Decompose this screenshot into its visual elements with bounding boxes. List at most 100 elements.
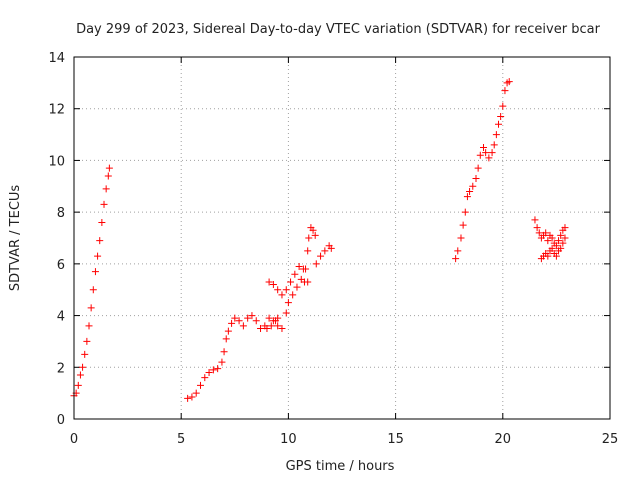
data-point [457, 234, 465, 242]
data-point [293, 283, 301, 291]
x-tick-label: 25 [602, 432, 619, 447]
data-point [235, 317, 243, 325]
data-point [252, 317, 260, 325]
data-point [284, 299, 292, 307]
data-point [192, 389, 200, 397]
data-point [480, 144, 488, 151]
x-tick-label: 20 [495, 432, 512, 447]
data-point [87, 304, 95, 312]
data-point [557, 231, 565, 239]
data-point [224, 327, 232, 335]
data-point [94, 252, 102, 260]
data-point [91, 268, 99, 276]
data-point [81, 350, 89, 358]
data-point [488, 149, 496, 157]
grid [74, 57, 610, 419]
data-point [291, 270, 299, 278]
data-point [188, 393, 196, 401]
data-point [231, 314, 239, 322]
data-point [218, 358, 226, 366]
data-point [257, 325, 265, 332]
data-point [205, 368, 213, 376]
data-point [544, 252, 552, 260]
data-point [184, 394, 192, 402]
data-point [321, 247, 329, 255]
data-point [104, 172, 112, 180]
chart-title: Day 299 of 2023, Sidereal Day-to-day VTE… [76, 22, 600, 37]
data-point [278, 325, 286, 332]
y-tick-label: 12 [48, 103, 65, 118]
data-point [472, 175, 480, 183]
y-tick-label: 0 [57, 413, 65, 428]
data-point [311, 231, 319, 239]
y-axis-label: SDTVAR / TECUs [8, 185, 23, 292]
data-point [274, 286, 282, 294]
data-point [295, 262, 303, 270]
x-tick-label: 10 [280, 432, 297, 447]
x-tick-label: 5 [177, 432, 185, 447]
data-point [265, 314, 273, 322]
data-point [492, 131, 500, 139]
data-point [220, 348, 228, 356]
data-point [452, 255, 460, 263]
data-point [482, 149, 490, 157]
data-point [222, 335, 230, 343]
data-point [267, 322, 275, 330]
data-point [289, 291, 297, 299]
data-point [469, 182, 477, 190]
data-point [287, 278, 295, 286]
data-point [79, 363, 87, 371]
data-point [105, 164, 113, 172]
x-axis-label: GPS time / hours [286, 459, 395, 474]
data-point [100, 200, 108, 208]
data-point [269, 281, 277, 289]
data-point [466, 187, 474, 195]
y-tick-label: 6 [57, 258, 65, 273]
data-point [552, 252, 560, 260]
y-tick-label: 2 [57, 361, 65, 376]
data-point [239, 322, 247, 330]
data-point [85, 322, 93, 330]
data-point [497, 112, 505, 120]
axis-ticks: 0 5 10 15 20 25 0 2 4 6 8 10 12 14 [48, 51, 618, 447]
data-point [490, 141, 498, 149]
data-point [461, 208, 469, 216]
data-point [555, 237, 563, 245]
data-point [278, 291, 286, 299]
data-point [89, 286, 97, 294]
data-point [459, 221, 467, 229]
data-point [312, 260, 320, 268]
data-point [327, 244, 335, 252]
data-point [454, 247, 462, 255]
data-point [274, 322, 282, 330]
data-point [557, 244, 565, 252]
data-point [505, 78, 513, 86]
data-point [544, 237, 552, 245]
data-point [282, 309, 290, 317]
data-point [495, 120, 503, 128]
data-point [102, 185, 110, 193]
data-point [96, 237, 104, 245]
data-point [304, 278, 312, 286]
y-tick-label: 8 [57, 206, 65, 221]
data-point [304, 247, 312, 255]
data-point [548, 244, 556, 252]
data-point [74, 381, 82, 389]
data-point [274, 314, 282, 322]
data-point [201, 374, 209, 382]
data-point [263, 325, 271, 332]
data-point [561, 224, 569, 232]
data-point [305, 234, 313, 242]
data-point [474, 164, 482, 172]
data-point [533, 224, 541, 232]
data-point [309, 226, 317, 234]
data-point [317, 252, 325, 260]
data-point [248, 312, 256, 320]
data-point [561, 234, 569, 242]
data-point [282, 286, 290, 294]
data-point [214, 365, 222, 373]
data-point [463, 193, 471, 201]
data-point [83, 337, 91, 345]
data-point [209, 366, 217, 374]
